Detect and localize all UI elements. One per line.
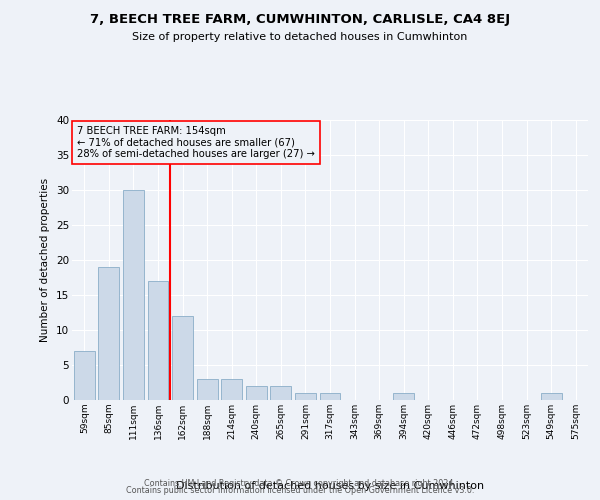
Text: Contains HM Land Registry data © Crown copyright and database right 2024.: Contains HM Land Registry data © Crown c… bbox=[144, 478, 456, 488]
Text: 7 BEECH TREE FARM: 154sqm
← 71% of detached houses are smaller (67)
28% of semi-: 7 BEECH TREE FARM: 154sqm ← 71% of detac… bbox=[77, 126, 315, 159]
Bar bbox=[221, 379, 242, 400]
Bar bbox=[123, 190, 144, 400]
Bar bbox=[541, 393, 562, 400]
Bar bbox=[197, 379, 218, 400]
Bar bbox=[172, 316, 193, 400]
Text: Size of property relative to detached houses in Cumwhinton: Size of property relative to detached ho… bbox=[133, 32, 467, 42]
Bar bbox=[246, 386, 267, 400]
Text: Contains public sector information licensed under the Open Government Licence v3: Contains public sector information licen… bbox=[126, 486, 474, 495]
Bar bbox=[295, 393, 316, 400]
Bar bbox=[393, 393, 414, 400]
Text: 7, BEECH TREE FARM, CUMWHINTON, CARLISLE, CA4 8EJ: 7, BEECH TREE FARM, CUMWHINTON, CARLISLE… bbox=[90, 12, 510, 26]
Y-axis label: Number of detached properties: Number of detached properties bbox=[40, 178, 50, 342]
Bar bbox=[74, 351, 95, 400]
X-axis label: Distribution of detached houses by size in Cumwhinton: Distribution of detached houses by size … bbox=[176, 481, 484, 491]
Bar bbox=[271, 386, 292, 400]
Bar bbox=[148, 281, 169, 400]
Bar bbox=[98, 267, 119, 400]
Bar bbox=[320, 393, 340, 400]
